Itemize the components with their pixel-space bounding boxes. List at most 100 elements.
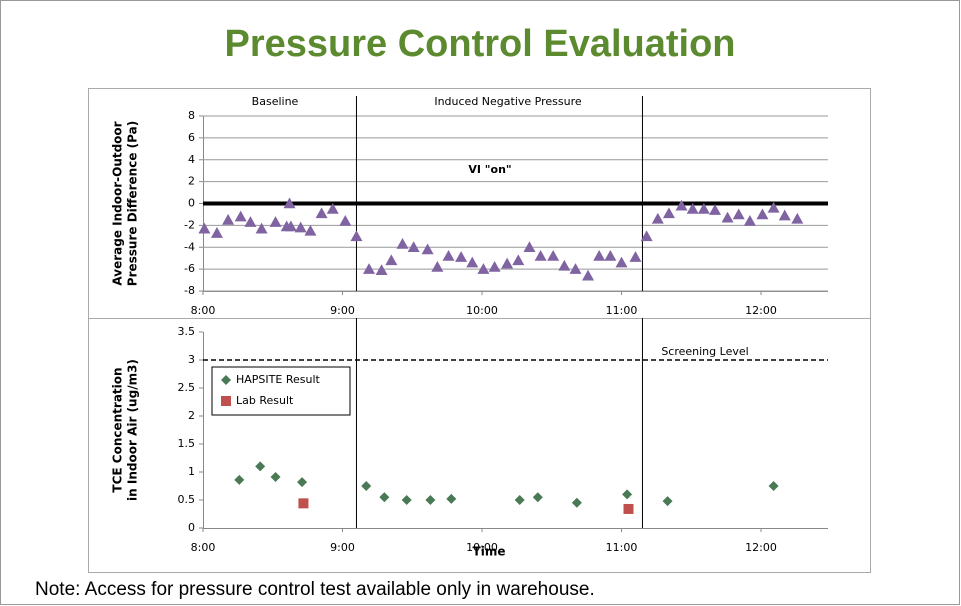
data-point [401,495,412,505]
data-point [198,222,211,234]
x-tick-label: 10:00 [466,541,498,554]
legend-label: Lab Result [236,394,294,407]
data-point [379,492,390,503]
data-point [534,250,547,261]
data-point [297,477,308,488]
data-point [532,492,543,503]
data-point [477,263,490,274]
y-tick-label: 1 [188,465,195,478]
data-point [767,201,780,213]
data-point [721,211,734,223]
y-tick-label: 6 [188,131,195,144]
data-point [294,221,307,233]
data-point [446,493,457,504]
data-point [234,210,247,222]
x-tick-label: 8:00 [191,304,216,317]
x-tick-label: 12:00 [745,304,777,317]
data-point [622,489,633,500]
data-point [615,256,628,268]
data-point [304,224,317,236]
y-tick-label: 8 [188,109,195,122]
legend-marker [221,396,231,406]
y-tick-label: 3 [188,353,195,366]
x-tick-label: 9:00 [330,304,355,317]
data-point [756,208,769,220]
data-point [662,207,675,219]
y-tick-label: -4 [184,240,195,253]
data-point [768,481,779,491]
data-point [431,260,444,272]
y-tick-label: 2 [188,409,195,422]
annotation: VI "on" [468,163,511,176]
data-point [350,230,363,242]
data-point [512,254,525,266]
data-point [697,202,710,214]
y-axis-label: TCE Concentration [111,367,125,492]
data-point [778,209,791,221]
data-point [686,202,699,214]
data-point [255,461,266,472]
data-point [315,207,328,219]
data-point [244,216,257,227]
y-tick-label: 0.5 [178,493,196,506]
legend-box [211,366,351,416]
data-point [425,495,436,505]
x-tick-label: 11:00 [606,304,638,317]
data-point [210,227,223,238]
y-tick-label: 3.5 [178,325,196,338]
data-point [407,241,420,253]
y-tick-label: 2 [188,175,195,188]
legend-marker [221,375,231,385]
data-point [523,241,536,253]
note: Note: Access for pressure control test a… [35,579,595,600]
data-point [361,481,372,491]
data-point [284,220,297,232]
data-point [547,250,560,261]
slide-title: Pressure Control Evaluation [224,23,735,65]
x-tick-label: 8:00 [191,541,216,554]
y-tick-label: 2.5 [178,381,196,394]
data-point [396,237,409,249]
data-point [662,496,673,507]
data-point [732,208,745,220]
data-point [629,251,642,262]
chart-frame [88,88,871,573]
data-point [501,257,514,269]
data-point [623,503,634,514]
y-tick-label: 0 [188,197,195,210]
y-tick-label: 1.5 [178,437,196,450]
data-point [514,495,525,505]
legend-label: HAPSITE Result [236,373,320,386]
data-point [269,216,282,227]
data-point [466,256,479,268]
data-point [675,199,688,211]
data-point [270,472,281,483]
x-axis-label: Time [473,545,506,559]
data-point [385,254,398,266]
data-point [421,243,434,255]
x-tick-label: 10:00 [466,304,498,317]
data-point [582,269,595,281]
data-point [234,474,245,485]
x-tick-label: 12:00 [745,541,777,554]
data-point [363,263,376,274]
data-point [651,212,664,224]
y-tick-label: -6 [184,262,195,275]
data-point [791,212,804,224]
data-point [569,263,582,274]
data-point [708,204,721,215]
data-point [326,202,339,214]
y-tick-label: 4 [188,153,195,166]
data-point [558,259,571,271]
y-tick-label: -2 [184,218,195,231]
y-tick-label: -8 [184,284,195,297]
data-point [375,264,388,276]
data-point [283,197,296,209]
data-point [593,250,606,261]
data-point [455,251,468,262]
data-point [488,260,501,272]
x-tick-label: 9:00 [330,541,355,554]
data-point [255,222,268,234]
